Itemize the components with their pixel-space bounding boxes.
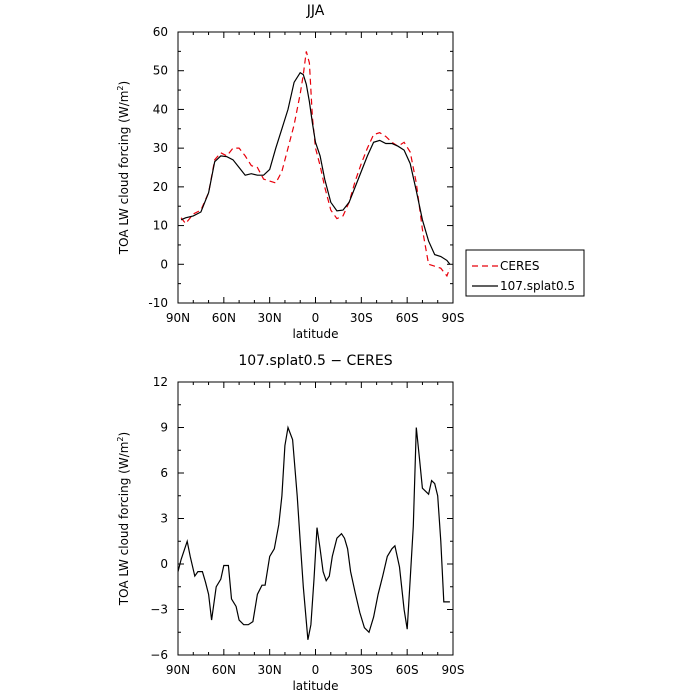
chart-2-x-tick-label: 90S: [442, 663, 465, 677]
chart-1: 90N 60N 30N 0 30S 60S 90S -10 0 10 20 30 40 50 60 JJA la…: [116, 3, 585, 341]
chart-2-x-tick-label: 0: [312, 663, 320, 677]
chart-1-y-tick-label: -10: [148, 296, 168, 310]
chart-1-legend-label: 107.splat0.5: [500, 279, 575, 293]
chart-1-y-tick-label: 10: [153, 219, 168, 233]
chart-2-y-axis-label: TOA LW cloud forcing (W/m2): [116, 432, 131, 606]
chart-2-y-axis-label-sup: 2: [116, 436, 125, 441]
chart-2-y-tick-label: 12: [153, 375, 168, 389]
chart-2-x-tick-label: 60S: [396, 663, 419, 677]
chart-1-x-axis-label: latitude: [292, 327, 338, 341]
chart-1-legend: CERES 107.splat0.5: [465, 249, 585, 297]
chart-2-y-tick-label: −3: [150, 603, 168, 617]
chart-1-x-tick-label: 90S: [442, 311, 465, 325]
chart-2-y-tick-label: −6: [150, 648, 168, 662]
chart-2-x-axis-label: latitude: [292, 679, 338, 693]
chart-1-x-tick-label: 60S: [396, 311, 419, 325]
chart-1-y-axis-label-sup: 2: [116, 85, 125, 90]
chart-1-title: JJA: [306, 3, 325, 19]
chart-1-y-axis-label: TOA LW cloud forcing (W/m2): [116, 81, 131, 255]
chart-1-x-tick-label: 30S: [350, 311, 373, 325]
chart-1-x-tick-label: 30N: [258, 311, 282, 325]
chart-2-x-tick-label: 60N: [212, 663, 236, 677]
chart-2-series-difference-line: [178, 425, 450, 640]
chart-1-y-tick-label: 20: [153, 180, 168, 194]
chart-1-y-tick-label: 50: [153, 64, 168, 78]
chart-2-y-tick-label: 3: [160, 512, 168, 526]
chart-2-y-axis-label-text: TOA LW cloud forcing (W/m: [117, 442, 131, 607]
chart-1-y-tick-label: 40: [153, 102, 168, 116]
chart-1-legend-box: [465, 249, 585, 297]
chart-1-y-tick-label: 0: [160, 257, 168, 271]
chart-2-y-axis-label-end: ): [117, 432, 131, 437]
chart-1-y-tick-label: 60: [153, 25, 168, 39]
chart-2-x-tick-label: 90N: [166, 663, 190, 677]
chart-1-x-tick-label: 0: [312, 311, 320, 325]
chart-2-y-tick-label: 6: [160, 466, 168, 480]
chart-2-plot-frame: [177, 381, 454, 656]
chart-1-y-axis-label-text: TOA LW cloud forcing (W/m: [117, 91, 131, 256]
chart-2-x-tick-label: 30S: [350, 663, 373, 677]
chart-1-x-tick-label: 90N: [166, 311, 190, 325]
chart-2: 90N 60N 30N 0 30S 60S 90S −6 −3 0 3 6 9 12 107.splat0.…: [116, 353, 464, 693]
chart-1-y-tick-label: 30: [153, 141, 168, 155]
chart-2-y-tick-label: 9: [160, 421, 168, 435]
chart-1-y-axis-label-end: ): [117, 81, 131, 86]
chart-1-plot-frame: [177, 31, 454, 304]
chart-1-x-tick-label: 60N: [212, 311, 236, 325]
chart-2-x-tick-label: 30N: [258, 663, 282, 677]
chart-2-y-tick-label: 0: [160, 557, 168, 571]
chart-1-legend-label: CERES: [500, 259, 540, 273]
chart-2-title: 107.splat0.5 − CERES: [238, 353, 392, 369]
chart-1-series-107-splat0-5-line: [180, 71, 451, 265]
